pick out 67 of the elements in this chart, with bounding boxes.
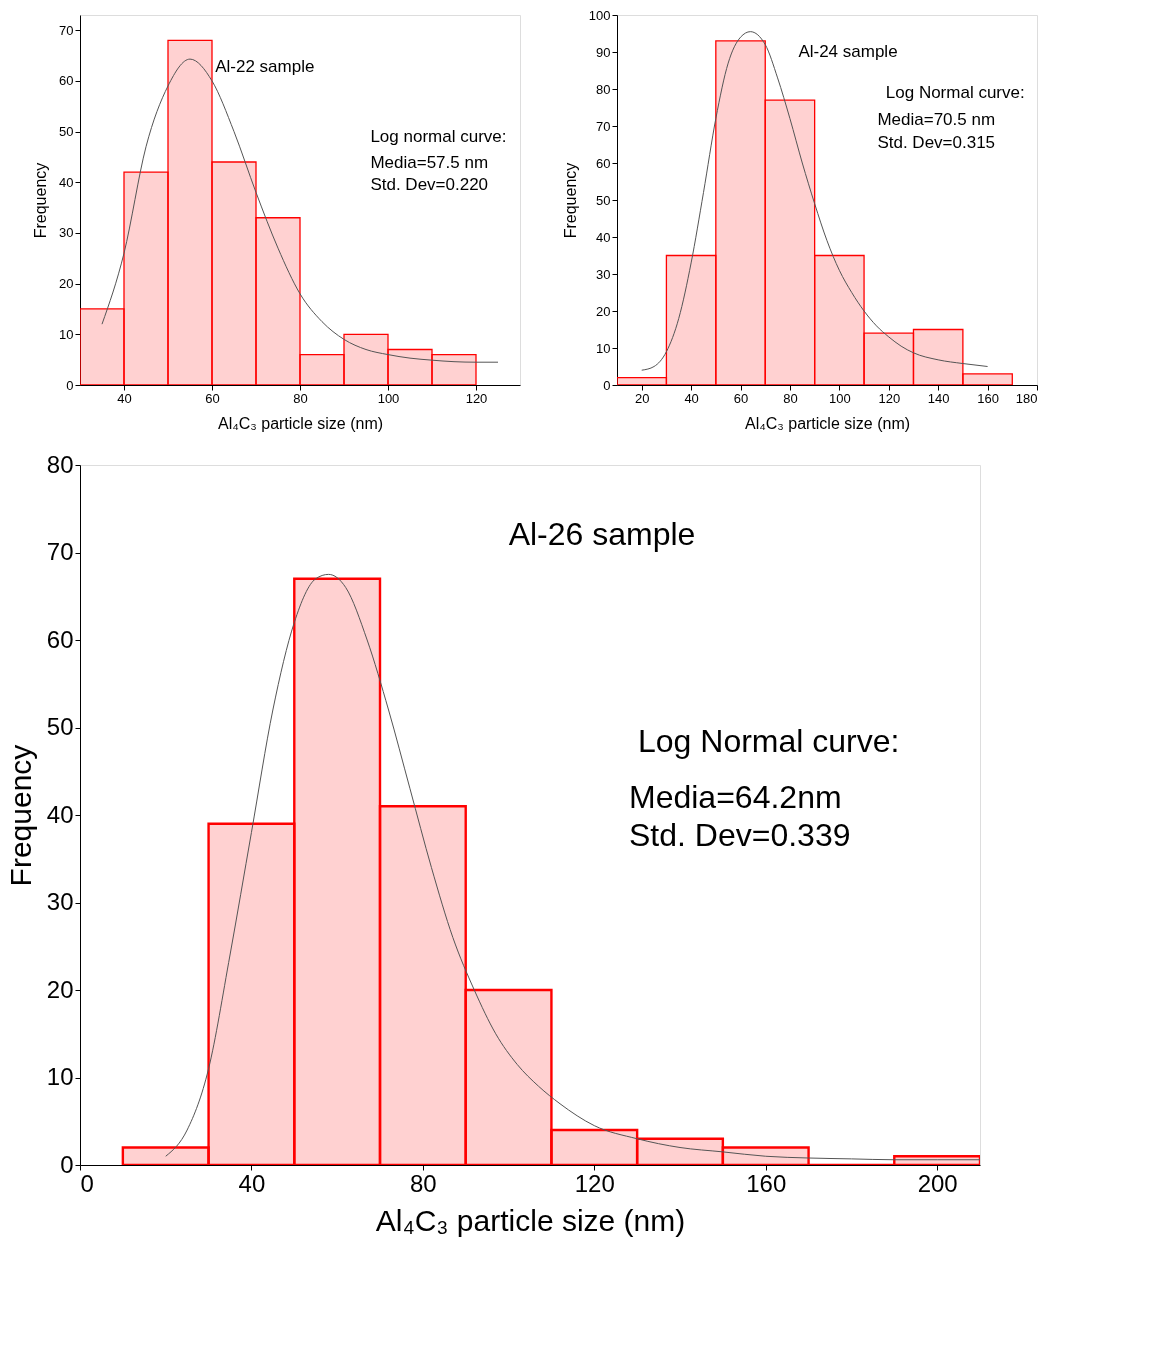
- x-axis-title: Al₄C₃ particle size (nm): [217, 414, 384, 432]
- y-tick-label: 80: [596, 81, 611, 97]
- y-tick-label: 70: [596, 118, 611, 134]
- y-tick-label: 40: [46, 800, 74, 828]
- y-tick-label: 60: [46, 625, 74, 653]
- y-tick-label: 20: [59, 276, 74, 292]
- annotation: Log normal curve:: [370, 127, 507, 147]
- y-tick-label: 80: [46, 450, 74, 478]
- y-axis-title: Frequency: [561, 162, 579, 239]
- y-tick-label: 20: [46, 975, 74, 1003]
- annotation: Media=64.2nm: [629, 778, 842, 815]
- x-tick-label: 120: [574, 1169, 615, 1197]
- y-tick-label: 100: [588, 7, 611, 23]
- x-tick-label: 180: [1015, 390, 1038, 406]
- x-tick-label: 20: [634, 390, 650, 406]
- x-tick-label: 120: [465, 390, 488, 406]
- annotation: Media=70.5 nm: [877, 110, 996, 130]
- annotation: Std. Dev=0.339: [629, 817, 851, 853]
- y-axis-title: Frequency: [3, 744, 37, 887]
- annotation: Media=57.5 nm: [370, 153, 489, 172]
- y-tick-label: 40: [596, 229, 611, 245]
- annotation: Al-22 sample: [215, 56, 315, 76]
- y-tick-label: 40: [59, 174, 74, 190]
- y-tick-label: 10: [59, 326, 74, 342]
- x-tick-label: 80: [293, 390, 308, 406]
- y-tick-label: 0: [603, 377, 611, 393]
- y-tick-label: 60: [59, 73, 74, 89]
- y-tick-label: 50: [46, 713, 74, 740]
- y-tick-label: 70: [46, 538, 74, 565]
- x-tick-label: 100: [829, 390, 851, 406]
- x-tick-label: 60: [205, 390, 220, 406]
- y-axis-title: Frequency: [32, 162, 50, 239]
- y-tick-label: 10: [46, 1063, 74, 1090]
- x-tick-label: 120: [878, 390, 901, 406]
- y-tick-label: 50: [596, 192, 611, 208]
- x-axis-title: Al₄C₃ particle size (nm): [744, 414, 911, 432]
- y-tick-label: 0: [66, 377, 74, 393]
- y-tick-label: 90: [596, 44, 611, 60]
- y-tick-label: 30: [59, 225, 74, 241]
- x-tick-label: 40: [238, 1169, 266, 1197]
- y-tick-label: 70: [59, 22, 74, 38]
- x-tick-label: 40: [117, 390, 132, 406]
- x-tick-label: 60: [733, 390, 749, 406]
- annotation: Log Normal curve:: [885, 82, 1025, 102]
- line-series: [165, 573, 980, 1161]
- x-tick-label: 80: [410, 1169, 437, 1197]
- annotation: Al-24 sample: [798, 42, 898, 61]
- x-tick-label: 140: [927, 390, 950, 406]
- x-tick-label: 200: [917, 1169, 958, 1197]
- y-tick-label: 60: [596, 155, 611, 171]
- x-tick-label: 0: [80, 1169, 94, 1197]
- x-axis-title: Al₄C₃ particle size (nm): [375, 1203, 686, 1237]
- y-tick-label: 50: [59, 124, 74, 140]
- y-tick-label: 0: [60, 1150, 74, 1178]
- annotation: Std. Dev=0.220: [370, 175, 489, 195]
- y-tick-label: 30: [46, 888, 74, 915]
- y-tick-label: 10: [596, 340, 611, 356]
- x-tick-label: 160: [746, 1169, 787, 1197]
- x-tick-label: 100: [377, 390, 400, 406]
- y-tick-label: 20: [596, 303, 611, 319]
- x-tick-label: 40: [684, 390, 699, 406]
- x-tick-label: 80: [783, 390, 798, 406]
- annotation: Log Normal curve:: [638, 722, 900, 759]
- annotation: Std. Dev=0.315: [877, 132, 996, 152]
- y-tick-label: 30: [596, 266, 611, 282]
- x-tick-label: 160: [977, 390, 999, 406]
- annotation: Al-26 sample: [508, 516, 696, 552]
